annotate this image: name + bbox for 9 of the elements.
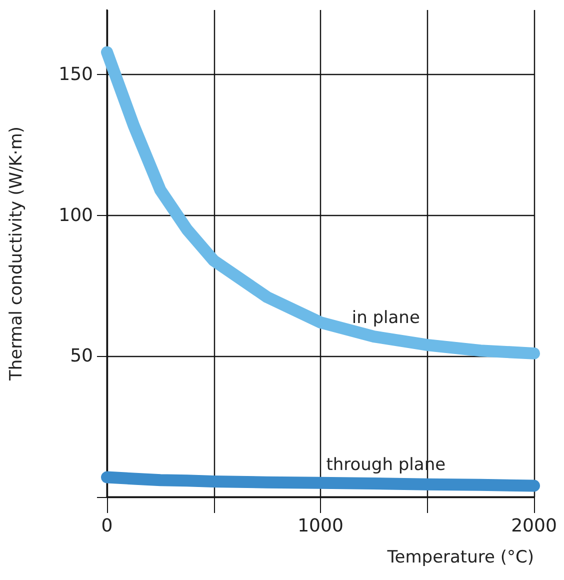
x-tick-label: 2000: [511, 516, 557, 536]
y-tick-label: 100: [58, 204, 93, 226]
y-axis-title: Thermal conductivity (W/K·m): [6, 126, 26, 382]
x-axis-title: Temperature (°C): [386, 548, 534, 568]
y-tick-label: 50: [70, 346, 93, 367]
x-tick-label: 0: [101, 516, 113, 536]
series-label: in plane: [352, 308, 420, 328]
y-tick-label: 150: [58, 64, 93, 86]
x-tick-label: 1000: [298, 516, 344, 536]
